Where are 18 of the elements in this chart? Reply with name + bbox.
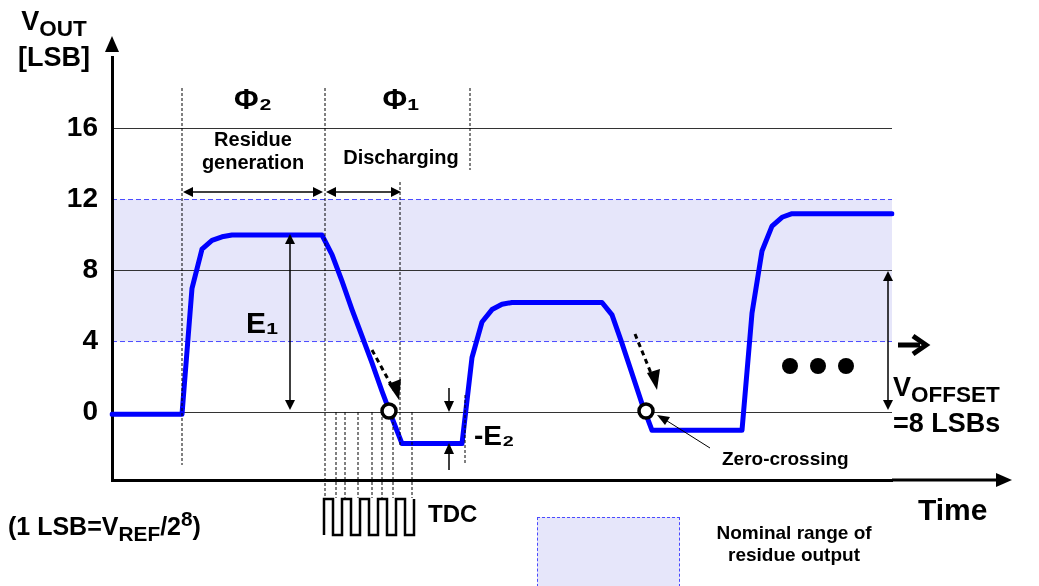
y-axis-title: V$_{OUT}$ [LSB] [17,6,91,74]
annotation: Φ₂ [233,82,273,117]
x-axis-title: Time [918,493,988,528]
text: TDC [428,500,478,528]
y-tick-label: 0 [82,395,98,427]
text: (1 LSB=V$_{REF}$/2$^{8}$) [8,507,201,547]
annotation: Residue generation [200,128,306,174]
y-tick-label: 4 [82,324,99,356]
text: Nominal range of residue output [715,522,873,566]
y-tick-label: 16 [66,111,98,143]
annotation: Zero-crossing [722,448,849,470]
annotation: E₁ [246,306,279,341]
y-tick-label: 12 [66,182,98,214]
annotation: Φ₁ [381,82,421,117]
annotation: Discharging [342,146,460,169]
annotation: -E₂ [474,420,515,453]
text: V$_{OFFSET}$ =8 LSBs [893,372,1002,440]
y-tick-label: 8 [82,253,98,285]
